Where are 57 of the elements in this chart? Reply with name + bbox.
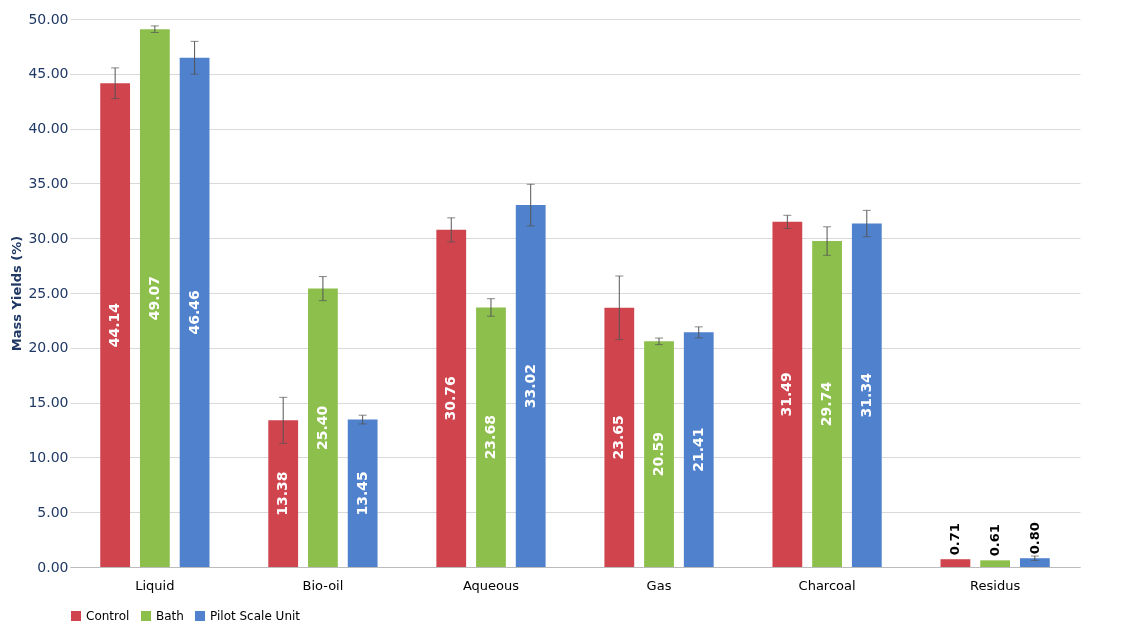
data-label: 29.74: [818, 381, 835, 427]
bar: [436, 229, 467, 567]
data-label: 44.14: [106, 302, 123, 348]
bar: [980, 560, 1011, 567]
bar: [347, 419, 378, 567]
y-tick-label: 5.00: [37, 503, 69, 520]
bar: [851, 223, 882, 567]
legend-label: Bath: [156, 609, 184, 623]
data-label: 13.45: [353, 471, 370, 516]
data-label: 21.41: [689, 427, 706, 472]
data-label: 30.76: [442, 376, 459, 421]
y-tick-label: 30.00: [28, 229, 69, 246]
y-tick-label: 40.00: [28, 120, 69, 137]
x-tick-label: Liquid: [135, 577, 175, 593]
x-tick-label: Charcoal: [798, 577, 856, 593]
bar: [308, 288, 338, 567]
bar: [1019, 558, 1050, 567]
data-label: 46.46: [185, 290, 202, 335]
y-tick-label: 35.00: [28, 174, 69, 191]
y-tick-label: 25.00: [28, 284, 69, 301]
bar: [268, 420, 299, 567]
bar: [515, 205, 546, 567]
data-label: 25.40: [313, 405, 330, 450]
data-label: 0.80: [1026, 522, 1042, 555]
y-tick-label: 50.00: [28, 10, 69, 27]
data-label: 31.49: [778, 372, 795, 417]
bar: [604, 307, 635, 567]
y-tick-label: 10.00: [28, 448, 69, 465]
x-tick-label: Aqueous: [462, 577, 520, 593]
bar: [940, 559, 971, 567]
data-label: 31.34: [857, 372, 874, 418]
bar: [476, 307, 506, 567]
data-label: 33.02: [521, 363, 538, 409]
data-label: 13.38: [274, 471, 291, 516]
data-label: 0.71: [947, 523, 963, 556]
y-tick-label: 45.00: [28, 65, 69, 82]
data-label: 23.68: [481, 415, 498, 460]
bar: [100, 83, 131, 567]
bar: [683, 332, 714, 567]
y-tick-label: 15.00: [28, 394, 69, 411]
x-tick-label: Bio-oil: [302, 577, 344, 593]
data-label: 20.59: [650, 432, 667, 477]
data-label: 0.61: [987, 524, 1003, 557]
bar: [772, 221, 803, 567]
data-label: 49.07: [145, 275, 162, 321]
data-label: 23.65: [610, 415, 627, 460]
bar: [179, 57, 210, 567]
bar: [644, 341, 674, 567]
legend-label: Control: [86, 609, 130, 623]
y-tick-label: 20.00: [28, 339, 69, 356]
legend-label: Pilot Scale Unit: [210, 609, 301, 623]
y-axis-title: Mass Yields (%): [9, 235, 25, 352]
y-tick-label: 0.00: [37, 558, 69, 575]
x-tick-label: Gas: [646, 577, 672, 593]
bar: [139, 29, 170, 567]
bar: [812, 241, 842, 567]
x-tick-label: Residus: [970, 577, 1021, 593]
